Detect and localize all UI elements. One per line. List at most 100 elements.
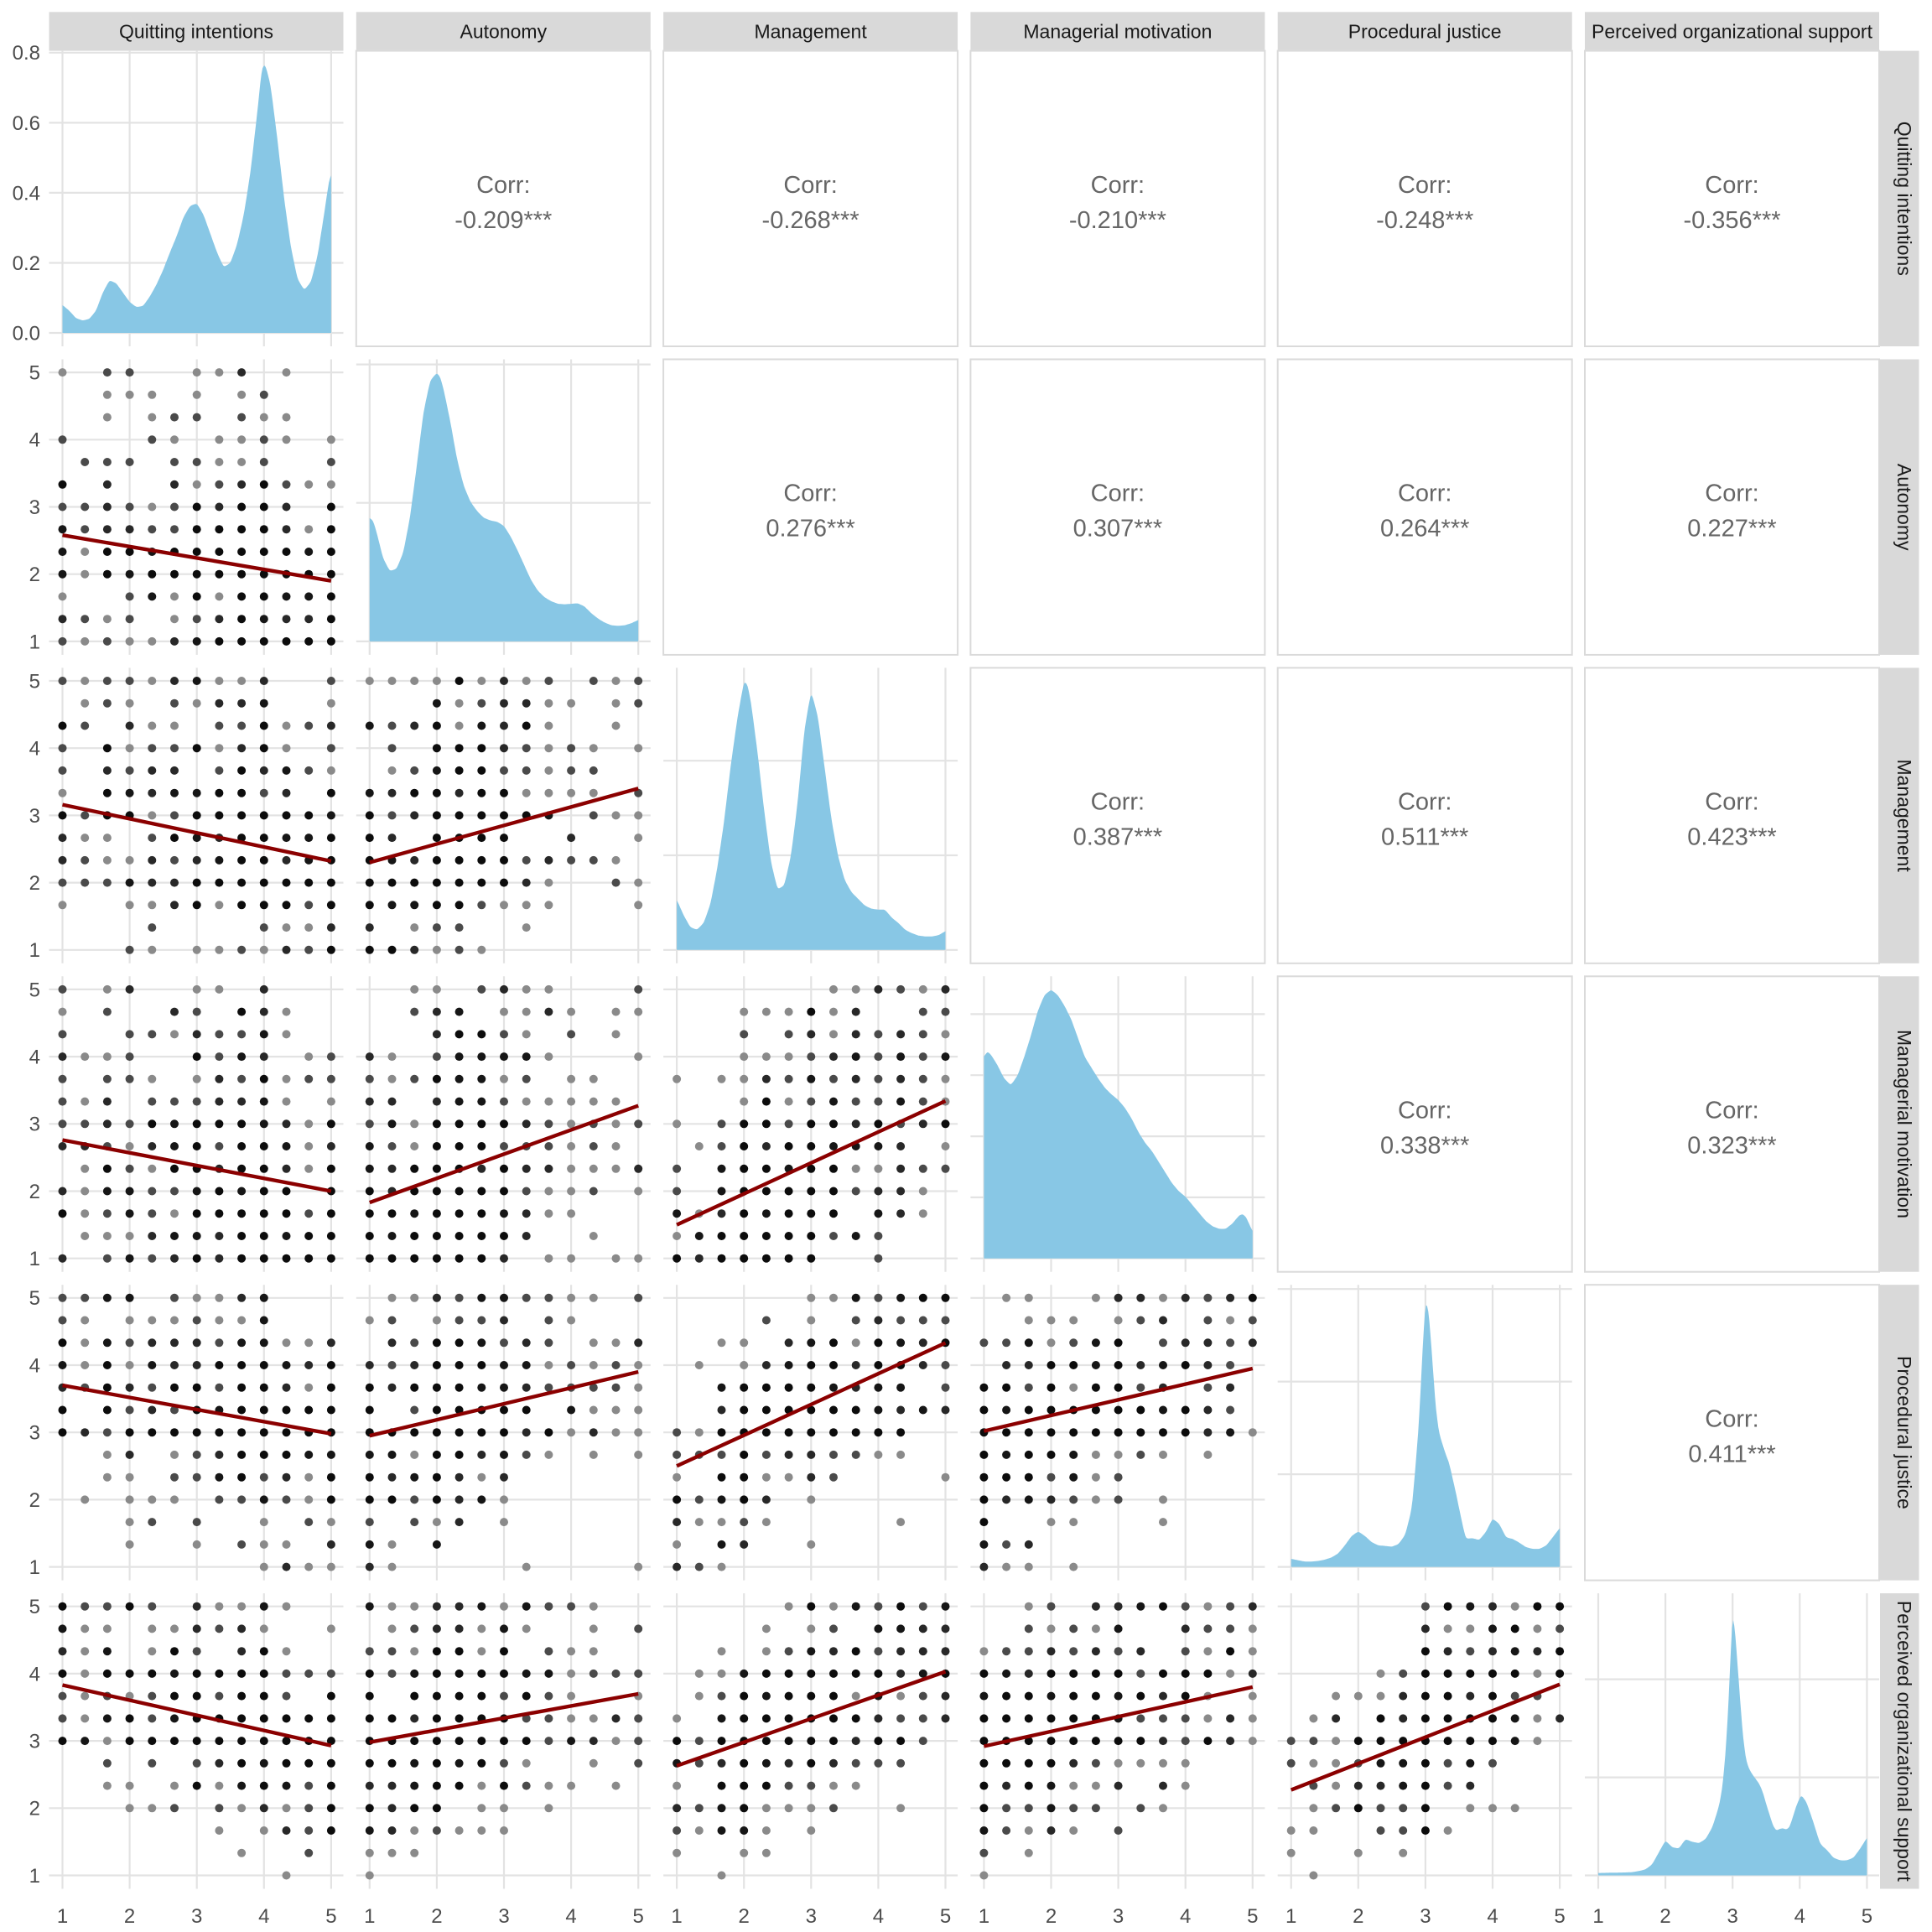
svg-text:Procedural justice: Procedural justice xyxy=(1348,21,1502,43)
svg-text:4: 4 xyxy=(29,1663,40,1685)
svg-text:0.323***: 0.323*** xyxy=(1687,1133,1776,1160)
svg-text:3: 3 xyxy=(29,805,40,828)
svg-text:0.307***: 0.307*** xyxy=(1073,516,1162,543)
svg-text:1: 1 xyxy=(29,939,40,962)
svg-text:3: 3 xyxy=(191,1905,202,1928)
svg-text:-0.209***: -0.209*** xyxy=(454,207,552,234)
svg-text:1: 1 xyxy=(57,1905,68,1928)
svg-text:4: 4 xyxy=(873,1905,884,1928)
svg-text:1: 1 xyxy=(29,1248,40,1270)
svg-text:1: 1 xyxy=(29,1556,40,1579)
svg-text:4: 4 xyxy=(258,1905,269,1928)
svg-text:3: 3 xyxy=(29,1422,40,1445)
svg-text:5: 5 xyxy=(1554,1905,1565,1928)
svg-text:3: 3 xyxy=(1113,1905,1124,1928)
svg-text:0.276***: 0.276*** xyxy=(766,516,854,543)
svg-text:Perceived organizational suppo: Perceived organizational support xyxy=(1893,1601,1915,1883)
svg-text:1: 1 xyxy=(29,631,40,653)
svg-text:0.227***: 0.227*** xyxy=(1687,516,1776,543)
svg-text:2: 2 xyxy=(29,1489,40,1512)
svg-text:3: 3 xyxy=(29,1114,40,1136)
svg-text:0.2: 0.2 xyxy=(13,252,40,275)
svg-text:5: 5 xyxy=(633,1905,644,1928)
svg-text:3: 3 xyxy=(806,1905,817,1928)
svg-text:Corr:: Corr: xyxy=(1705,1098,1758,1124)
svg-text:5: 5 xyxy=(29,1287,40,1310)
svg-text:0.411***: 0.411*** xyxy=(1688,1441,1775,1467)
svg-text:3: 3 xyxy=(1727,1905,1738,1928)
svg-text:0.6: 0.6 xyxy=(13,112,40,135)
svg-text:0.511***: 0.511*** xyxy=(1381,824,1468,851)
svg-text:5: 5 xyxy=(29,1596,40,1618)
svg-text:0.4: 0.4 xyxy=(13,182,40,205)
svg-text:-0.210***: -0.210*** xyxy=(1069,207,1166,234)
svg-text:2: 2 xyxy=(1353,1905,1363,1928)
svg-text:Managerial motivation: Managerial motivation xyxy=(1023,21,1212,43)
svg-text:4: 4 xyxy=(1487,1905,1498,1928)
svg-text:2: 2 xyxy=(29,1181,40,1203)
svg-text:0.387***: 0.387*** xyxy=(1073,824,1162,851)
svg-text:Quitting intentions: Quitting intentions xyxy=(1893,122,1915,276)
svg-text:0.264***: 0.264*** xyxy=(1380,516,1469,543)
svg-text:3: 3 xyxy=(1420,1905,1431,1928)
svg-text:1: 1 xyxy=(29,1865,40,1888)
svg-text:Autonomy: Autonomy xyxy=(460,21,548,43)
svg-text:Management: Management xyxy=(1893,759,1915,872)
svg-text:Corr:: Corr: xyxy=(1705,1405,1758,1432)
svg-text:-0.248***: -0.248*** xyxy=(1376,207,1473,234)
svg-text:5: 5 xyxy=(1862,1905,1872,1928)
svg-text:4: 4 xyxy=(1794,1905,1805,1928)
svg-text:Procedural justice: Procedural justice xyxy=(1893,1356,1915,1509)
svg-text:0.0: 0.0 xyxy=(13,322,40,345)
svg-text:Corr:: Corr: xyxy=(1091,480,1145,507)
svg-text:Corr:: Corr: xyxy=(1705,789,1758,816)
svg-text:Corr:: Corr: xyxy=(1398,1098,1452,1124)
svg-text:5: 5 xyxy=(325,1905,336,1928)
svg-text:Corr:: Corr: xyxy=(1398,172,1452,199)
svg-text:1: 1 xyxy=(979,1905,989,1928)
svg-text:2: 2 xyxy=(1659,1905,1670,1928)
svg-text:4: 4 xyxy=(29,1046,40,1069)
svg-text:0.423***: 0.423*** xyxy=(1687,824,1776,851)
svg-text:5: 5 xyxy=(29,670,40,693)
svg-text:Corr:: Corr: xyxy=(1705,172,1758,199)
svg-text:2: 2 xyxy=(1046,1905,1057,1928)
svg-text:3: 3 xyxy=(498,1905,509,1928)
svg-text:0.338***: 0.338*** xyxy=(1380,1133,1469,1160)
svg-text:Corr:: Corr: xyxy=(1091,172,1145,199)
svg-text:Perceived organizational suppo: Perceived organizational support xyxy=(1592,21,1873,43)
svg-text:5: 5 xyxy=(1247,1905,1258,1928)
svg-text:5: 5 xyxy=(29,979,40,1001)
svg-text:4: 4 xyxy=(29,429,40,452)
svg-text:2: 2 xyxy=(29,1798,40,1820)
svg-text:1: 1 xyxy=(671,1905,682,1928)
svg-text:Corr:: Corr: xyxy=(783,172,837,199)
svg-text:2: 2 xyxy=(431,1905,442,1928)
svg-text:Corr:: Corr: xyxy=(1091,789,1145,816)
svg-text:Managerial motivation: Managerial motivation xyxy=(1893,1030,1915,1218)
svg-text:3: 3 xyxy=(29,1731,40,1753)
svg-text:-0.356***: -0.356*** xyxy=(1683,207,1780,234)
svg-text:2: 2 xyxy=(124,1905,135,1928)
svg-text:4: 4 xyxy=(29,738,40,761)
svg-text:1: 1 xyxy=(1592,1905,1603,1928)
svg-text:Management: Management xyxy=(754,21,867,43)
svg-text:5: 5 xyxy=(29,362,40,385)
svg-text:4: 4 xyxy=(29,1354,40,1377)
svg-text:-0.268***: -0.268*** xyxy=(762,207,860,234)
svg-text:Quitting intentions: Quitting intentions xyxy=(119,21,273,43)
svg-text:Corr:: Corr: xyxy=(1398,789,1452,816)
svg-text:2: 2 xyxy=(739,1905,750,1928)
svg-text:Corr:: Corr: xyxy=(783,480,837,507)
svg-text:Autonomy: Autonomy xyxy=(1893,464,1915,551)
svg-text:Corr:: Corr: xyxy=(1398,480,1452,507)
svg-text:2: 2 xyxy=(29,564,40,586)
svg-text:0.8: 0.8 xyxy=(13,42,40,65)
svg-text:4: 4 xyxy=(565,1905,576,1928)
svg-text:3: 3 xyxy=(29,496,40,519)
svg-text:1: 1 xyxy=(1285,1905,1296,1928)
svg-text:Corr:: Corr: xyxy=(1705,480,1758,507)
svg-text:1: 1 xyxy=(364,1905,375,1928)
svg-text:5: 5 xyxy=(940,1905,951,1928)
svg-text:Corr:: Corr: xyxy=(476,172,530,199)
